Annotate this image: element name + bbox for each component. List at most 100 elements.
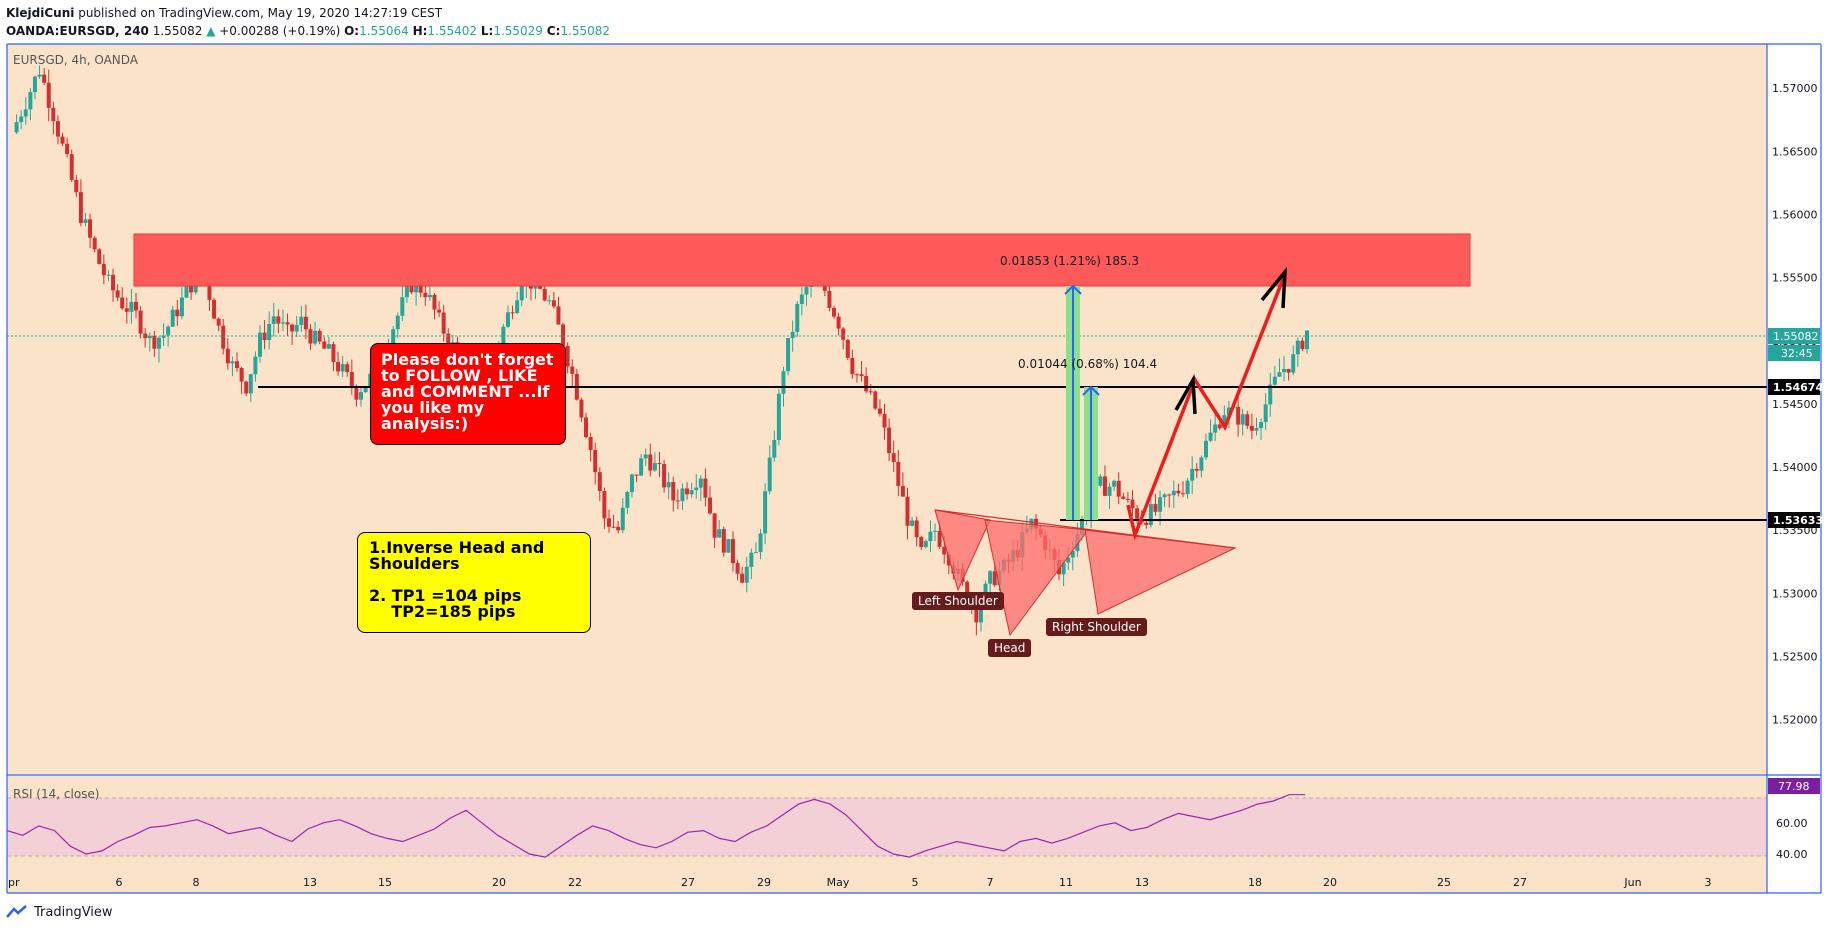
candle-body — [427, 294, 432, 298]
candle-body — [1171, 490, 1176, 496]
left-shoulder-label[interactable]: Left Shoulder — [912, 592, 1004, 610]
measure-label-tp1: 0.01044 (0.68%) 104.4 — [1018, 357, 1157, 371]
candle-body — [184, 285, 189, 298]
candle-body — [1070, 550, 1075, 558]
candle-body — [124, 308, 129, 312]
candle-body — [556, 306, 561, 325]
published-text: published on TradingView.com, May 19, 20… — [78, 6, 443, 20]
candle-body — [1066, 557, 1071, 563]
idea-callout[interactable]: 1.Inverse Head and Shoulders 2. TP1 =104 … — [357, 532, 591, 633]
price-axis[interactable] — [1767, 44, 1821, 893]
candle-body — [703, 478, 708, 498]
price-tick-label: 1.55500 — [1772, 272, 1818, 285]
candle-body — [620, 507, 625, 531]
candle-body — [395, 315, 400, 330]
candle-body — [675, 500, 680, 502]
candle-body — [46, 82, 51, 108]
candle-body — [1254, 428, 1259, 431]
time-axis-ticks: pr 6 8 13 15 20 22 27 29 May 5 7 11 13 18 20 25 27 Jun 3 — [8, 876, 1712, 889]
candle-body — [708, 497, 713, 514]
time-tick-label: 22 — [568, 876, 582, 889]
footer-brand[interactable]: TradingView — [34, 904, 113, 920]
candle-body — [942, 546, 947, 555]
candle-body — [685, 488, 690, 495]
head-triangle[interactable] — [984, 519, 1089, 637]
candle-body — [1305, 330, 1309, 350]
time-tick-label: 27 — [1513, 876, 1527, 889]
candle-body — [143, 333, 148, 339]
candle-body — [914, 520, 919, 538]
candle-body — [106, 274, 111, 276]
candle-body — [60, 136, 65, 144]
candle-body — [1263, 404, 1268, 423]
candle-body — [804, 286, 809, 295]
projection-path[interactable] — [1126, 273, 1287, 541]
candle-body — [230, 361, 235, 364]
right-shoulder-label[interactable]: Right Shoulder — [1046, 618, 1147, 636]
tradingview-logo-icon — [6, 905, 27, 918]
candle-body — [28, 92, 33, 110]
candle-body — [928, 531, 933, 542]
candle-body — [207, 277, 212, 300]
publisher-name[interactable]: KlejdiCuni — [6, 6, 75, 20]
candle-body — [1282, 368, 1287, 373]
last-price: 1.55082 — [152, 24, 203, 38]
candle-body — [1125, 498, 1130, 500]
candle-body — [331, 344, 336, 362]
candle-body — [868, 391, 873, 393]
candle-body — [120, 297, 125, 309]
candle-body — [763, 491, 768, 534]
candle-body — [1286, 368, 1291, 373]
close-value: 1.55082 — [560, 24, 610, 38]
symbol-label[interactable]: OANDA:EURSGD, 240 — [6, 24, 149, 38]
time-tick-label: May — [827, 876, 850, 889]
candle-body — [919, 537, 924, 548]
time-tick-label: 8 — [193, 876, 200, 889]
candle-body — [841, 328, 846, 340]
candle-body — [1102, 476, 1107, 496]
candle-body — [643, 454, 648, 459]
candle-body — [639, 458, 644, 476]
candle-body — [175, 309, 180, 317]
candle-body — [634, 474, 639, 476]
promo-callout[interactable]: Please don't forget to FOLLOW , LIKE and… — [370, 343, 566, 445]
measure-label-tp2: 0.01853 (1.21%) 185.3 — [1000, 254, 1139, 268]
candle-body — [271, 316, 276, 324]
head-label[interactable]: Head — [988, 639, 1032, 657]
candle-body — [69, 154, 74, 180]
candle-body — [308, 329, 313, 344]
candle-body — [253, 356, 258, 375]
candle-body — [1190, 468, 1195, 481]
pane-symbol-label[interactable]: EURSGD, 4h, OANDA — [13, 53, 139, 67]
price-tick-label: 1.57000 — [1772, 82, 1818, 95]
candle-body — [404, 285, 409, 298]
candle-body — [345, 364, 350, 373]
candle-body — [276, 316, 281, 324]
candle-body — [111, 274, 116, 291]
candle-body — [974, 605, 979, 623]
time-tick-label: 6 — [116, 876, 123, 889]
level2-tag-text: 1.53633 — [1773, 514, 1823, 527]
candle-body — [1034, 518, 1039, 529]
rsi-indicator-label[interactable]: RSI (14, close) — [13, 787, 99, 801]
rsi-tick-label: 40.00 — [1776, 848, 1808, 861]
candle-body — [340, 364, 345, 372]
candle-body — [441, 312, 446, 334]
price-tick-label: 1.56000 — [1772, 209, 1818, 222]
rsi-band — [7, 798, 1767, 856]
level1-tag — [1768, 379, 1820, 395]
time-tick-label: Jun — [1623, 876, 1641, 889]
candle-body — [616, 526, 621, 531]
candle-body — [547, 300, 552, 302]
candle-body — [42, 74, 47, 83]
last-price-tag — [1768, 328, 1820, 344]
left-shoulder-triangle[interactable] — [934, 509, 991, 592]
candle-body — [235, 361, 240, 368]
resistance-zone[interactable] — [133, 233, 1471, 287]
candle-body — [313, 330, 318, 344]
price-tick-label: 1.53000 — [1772, 587, 1818, 600]
candle-body — [877, 408, 882, 414]
candle-body — [1194, 468, 1199, 471]
candle-body — [505, 312, 510, 327]
